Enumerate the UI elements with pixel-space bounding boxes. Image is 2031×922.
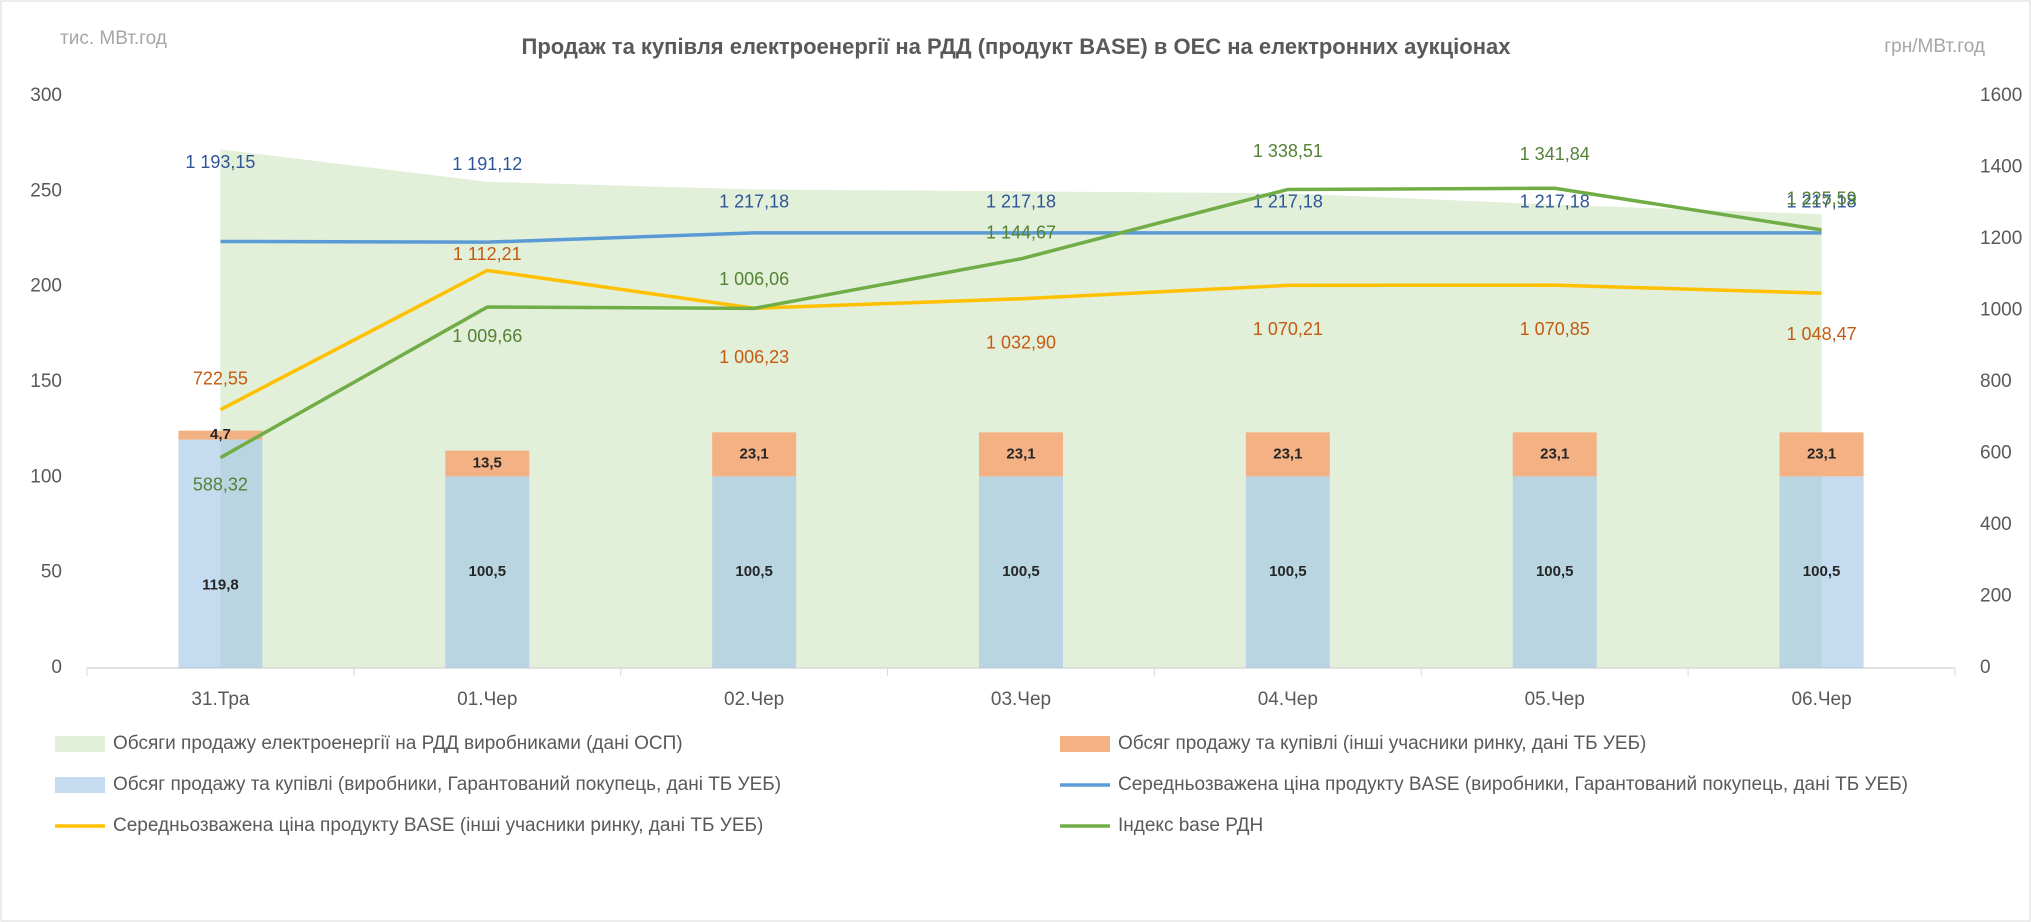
legend-swatch bbox=[1060, 736, 1110, 752]
line-series bbox=[220, 231, 1822, 244]
bar-value-label: 23,1 bbox=[740, 445, 769, 462]
bar bbox=[1245, 432, 1330, 477]
line-value-label: 1 070,85 bbox=[1520, 319, 1590, 339]
bar bbox=[979, 476, 1063, 668]
bar-value-label: 100,5 bbox=[1002, 563, 1040, 580]
legend-label: Середньозважена ціна продукту BASE (інші… bbox=[113, 815, 763, 836]
y-tick-label: 50 bbox=[41, 562, 62, 583]
legend-swatch bbox=[55, 777, 105, 793]
bar-value-label: 4,7 bbox=[210, 426, 231, 443]
line-value-label: 1 009,66 bbox=[452, 326, 522, 346]
bar bbox=[178, 439, 263, 668]
y2-axis-label: грн/МВт.год bbox=[1884, 36, 1985, 57]
line-value-label: 1 191,12 bbox=[452, 154, 522, 174]
legend-label: Індекс base РДН bbox=[1118, 815, 1263, 836]
legend-label: Середньозважена ціна продукту BASE (виро… bbox=[1118, 774, 1908, 795]
bar-value-label: 100,5 bbox=[735, 563, 773, 580]
y-tick-label: 0 bbox=[51, 657, 62, 678]
y-tick-label: 150 bbox=[30, 371, 62, 392]
bar bbox=[1779, 432, 1864, 477]
y2-tick-label: 1000 bbox=[1980, 300, 2022, 321]
bar-value-label: 100,5 bbox=[1536, 563, 1574, 580]
line-value-label: 1 225,59 bbox=[1787, 189, 1857, 209]
line-value-label: 722,55 bbox=[193, 368, 248, 388]
line-series bbox=[219, 268, 1822, 412]
bar bbox=[712, 432, 797, 477]
line-value-label: 1 144,67 bbox=[986, 223, 1056, 243]
bar-value-label: 100,5 bbox=[1803, 563, 1841, 580]
bar bbox=[1245, 476, 1330, 668]
bar bbox=[1779, 476, 1864, 668]
x-tick-label: 03.Чер bbox=[991, 689, 1051, 710]
x-tick-label: 06.Чер bbox=[1791, 689, 1851, 710]
y2-tick-label: 800 bbox=[1980, 371, 2012, 392]
line-value-label: 1 217,18 bbox=[719, 192, 789, 212]
bar-value-label: 119,8 bbox=[202, 577, 239, 594]
x-tick-label: 04.Чер bbox=[1258, 689, 1318, 710]
x-tick-label: 05.Чер bbox=[1525, 689, 1585, 710]
y-tick-label: 100 bbox=[30, 466, 62, 487]
y2-tick-label: 0 bbox=[1980, 657, 1991, 678]
line-value-label: 1 193,15 bbox=[185, 152, 255, 172]
line-value-label: 1 048,47 bbox=[1787, 324, 1857, 344]
line-value-label: 1 217,18 bbox=[986, 192, 1056, 212]
legend-swatch bbox=[55, 736, 105, 752]
bar bbox=[178, 430, 263, 440]
bar bbox=[445, 476, 530, 668]
y-tick-label: 250 bbox=[30, 180, 62, 201]
x-tick-label: 01.Чер bbox=[457, 689, 517, 710]
y2-tick-label: 1200 bbox=[1980, 228, 2022, 249]
y2-tick-label: 600 bbox=[1980, 443, 2012, 464]
bar-value-label: 100,5 bbox=[469, 563, 507, 580]
legend-label: Обсяг продажу та купівлі (виробники, Гар… bbox=[113, 774, 781, 795]
bar bbox=[979, 432, 1063, 477]
line-value-label: 1 217,18 bbox=[1520, 192, 1590, 212]
line-value-label: 1 006,23 bbox=[719, 347, 789, 367]
line-value-label: 1 217,18 bbox=[1787, 192, 1857, 212]
line-value-label: 1 112,21 bbox=[453, 244, 522, 264]
y-tick-label: 200 bbox=[30, 276, 62, 297]
line-value-label: 1 070,21 bbox=[1253, 319, 1323, 339]
legend-label: Обсяг продажу та купівлі (інші учасники … bbox=[1118, 733, 1646, 754]
line-series bbox=[219, 186, 1822, 460]
area bbox=[220, 149, 1822, 669]
line-value-label: 1 341,84 bbox=[1520, 144, 1590, 164]
bar-value-label: 23,1 bbox=[1540, 445, 1569, 462]
y2-tick-label: 200 bbox=[1980, 586, 2012, 607]
y-tick-label: 300 bbox=[30, 85, 62, 106]
line-value-label: 1 006,06 bbox=[719, 269, 789, 289]
x-tick-label: 02.Чер bbox=[724, 689, 784, 710]
bar-value-label: 23,1 bbox=[1006, 445, 1035, 462]
y2-tick-label: 1600 bbox=[1980, 85, 2022, 106]
y-axis-label: тис. МВт.год bbox=[60, 28, 167, 49]
x-tick-label: 31.Тра bbox=[191, 689, 250, 710]
legend-label: Обсяги продажу електроенергії на РДД вир… bbox=[113, 733, 683, 754]
bar bbox=[1512, 476, 1597, 668]
bar-value-label: 13,5 bbox=[473, 454, 502, 471]
bar bbox=[712, 476, 797, 668]
line-value-label: 1 338,51 bbox=[1253, 141, 1323, 161]
bar bbox=[1512, 432, 1597, 477]
line-value-label: 588,32 bbox=[193, 474, 248, 494]
y2-tick-label: 400 bbox=[1980, 514, 2012, 535]
line-value-label: 1 217,18 bbox=[1253, 192, 1323, 212]
bar bbox=[445, 450, 530, 477]
bar-value-label: 23,1 bbox=[1807, 445, 1836, 462]
chart-title: Продаж та купівля електроенергії на РДД … bbox=[522, 34, 1512, 59]
y2-tick-label: 1400 bbox=[1980, 157, 2022, 178]
line-value-label: 1 032,90 bbox=[986, 332, 1056, 352]
bar-value-label: 100,5 bbox=[1269, 563, 1307, 580]
bar-value-label: 23,1 bbox=[1273, 445, 1302, 462]
